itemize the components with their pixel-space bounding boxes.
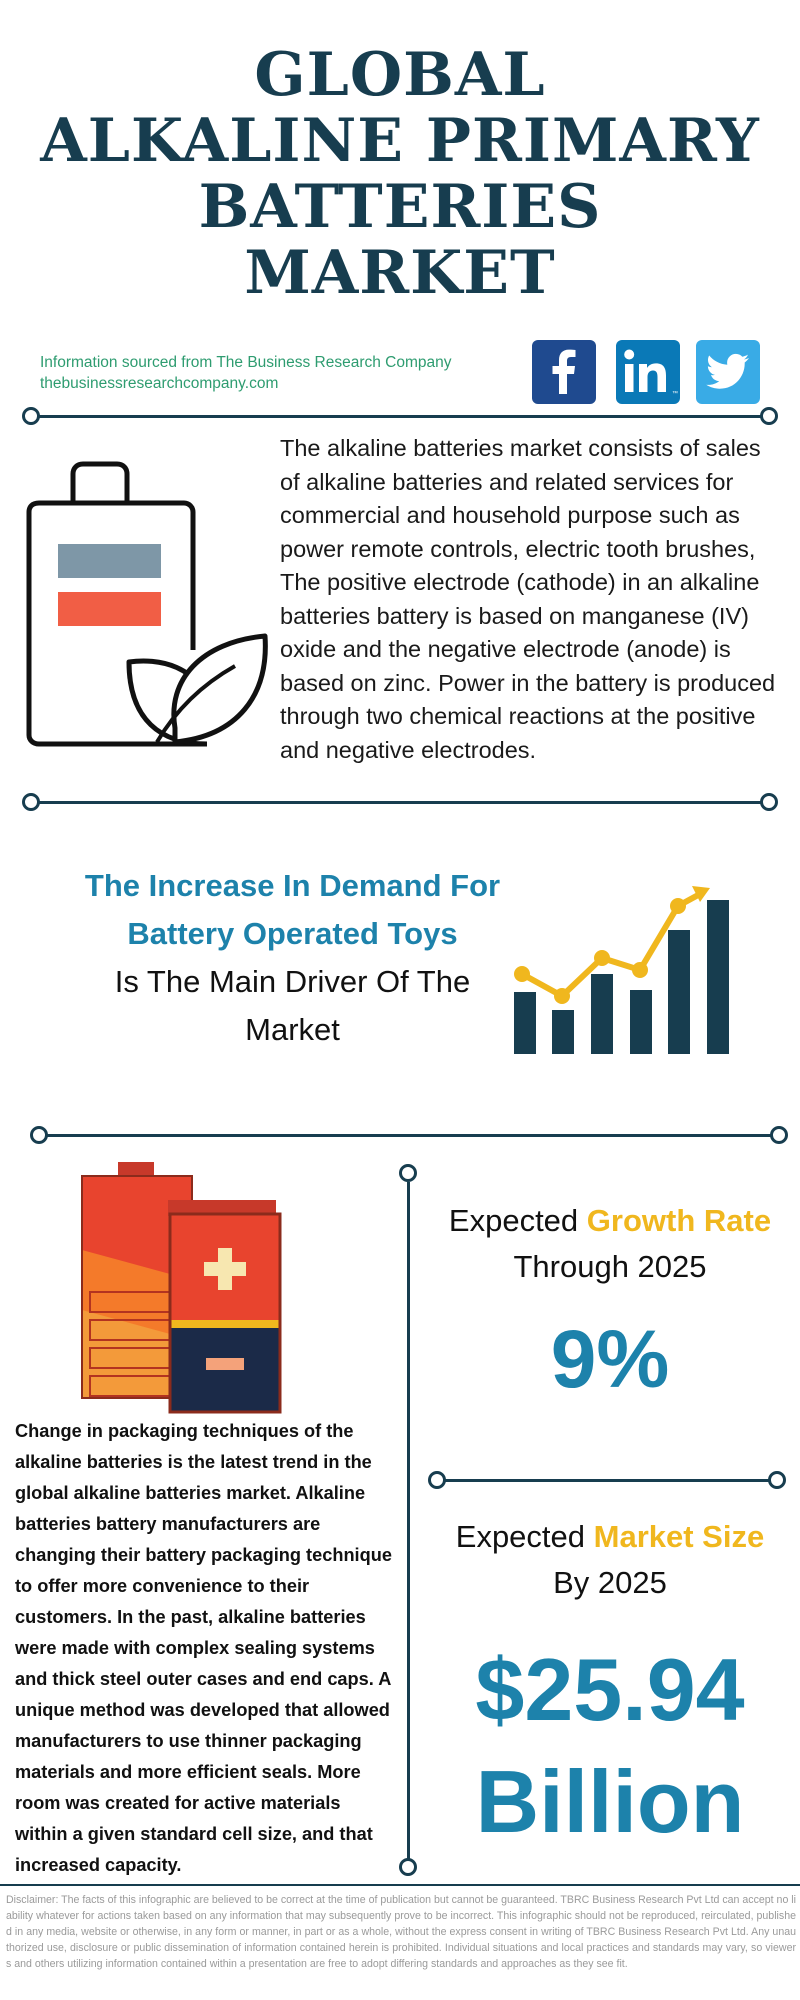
title-line-2: ALKALINE PRIMARY bbox=[40, 106, 760, 176]
market-accent: Market Size bbox=[593, 1519, 765, 1554]
driver-highlight-line-2: Battery Operated Toys bbox=[127, 916, 458, 951]
source-text: Information sourced from The Business Re… bbox=[40, 354, 452, 371]
twitter-icon[interactable] bbox=[696, 340, 760, 404]
divider-3 bbox=[40, 1134, 778, 1137]
market-size-value: $25.94 Billion bbox=[420, 1634, 800, 1858]
svg-text:™: ™ bbox=[672, 390, 678, 397]
divider-3-left-dot bbox=[30, 1126, 48, 1144]
vertical-divider bbox=[407, 1182, 410, 1868]
divider-2-right-dot bbox=[760, 793, 778, 811]
divider-4 bbox=[444, 1479, 776, 1482]
divider-2 bbox=[32, 801, 768, 804]
title-line-3: BATTERIES bbox=[198, 172, 602, 242]
title-line-1: GLOBAL bbox=[254, 40, 546, 110]
growth-period: Through 2025 bbox=[513, 1249, 707, 1284]
vertical-divider-bottom-dot bbox=[399, 1858, 417, 1876]
market-driver: The Increase In Demand For Battery Opera… bbox=[60, 862, 525, 1054]
batteries-icon bbox=[78, 1160, 286, 1414]
battery-leaf-icon bbox=[25, 460, 273, 750]
title-line-4: MARKET bbox=[244, 238, 556, 308]
market-period: By 2025 bbox=[553, 1565, 667, 1600]
disclaimer-text: Disclaimer: The facts of this infographi… bbox=[6, 1894, 796, 1970]
divider-2-left-dot bbox=[22, 793, 40, 811]
growth-bar-chart-icon bbox=[496, 884, 736, 1058]
linkedin-icon[interactable]: ™ bbox=[616, 340, 680, 404]
growth-rate-label: Expected Growth Rate Through 2025 bbox=[420, 1198, 800, 1290]
driver-line-3: Is The Main Driver Of The bbox=[114, 964, 471, 999]
growth-accent: Growth Rate bbox=[586, 1203, 772, 1238]
growth-prefix: Expected bbox=[448, 1203, 587, 1238]
disclaimer-rule bbox=[0, 1884, 800, 1886]
driver-line-4: Market bbox=[245, 1012, 340, 1047]
divider-1-left-dot bbox=[22, 407, 40, 425]
trend-text: Change in packaging techniques of the al… bbox=[15, 1421, 392, 1875]
source-website-link[interactable]: thebusinessresearchcompany.com bbox=[40, 375, 279, 392]
divider-1 bbox=[32, 415, 768, 418]
facebook-icon[interactable] bbox=[532, 340, 596, 404]
divider-1-right-dot bbox=[760, 407, 778, 425]
page-title: GLOBAL ALKALINE PRIMARY BATTERIES MARKET bbox=[0, 42, 800, 306]
driver-highlight-line-1: The Increase In Demand For bbox=[84, 868, 501, 903]
market-value-unit: Billion bbox=[475, 1752, 745, 1851]
vertical-divider-top-dot bbox=[399, 1164, 417, 1182]
divider-4-right-dot bbox=[768, 1471, 786, 1489]
source-info: Information sourced from The Business Re… bbox=[40, 352, 452, 394]
market-size-label: Expected Market Size By 2025 bbox=[420, 1514, 800, 1606]
growth-rate-value: 9% bbox=[550, 1314, 670, 1405]
divider-4-left-dot bbox=[428, 1471, 446, 1489]
market-prefix: Expected bbox=[455, 1519, 594, 1554]
market-value-amount: $25.94 bbox=[475, 1640, 745, 1739]
intro-text: The alkaline batteries market consists o… bbox=[280, 435, 776, 763]
divider-3-right-dot bbox=[770, 1126, 788, 1144]
